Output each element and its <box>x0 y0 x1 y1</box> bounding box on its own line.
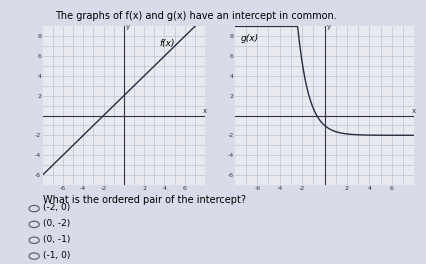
Text: y: y <box>326 24 330 30</box>
Text: (-2, 0): (-2, 0) <box>43 203 70 212</box>
Text: (-1, 0): (-1, 0) <box>43 251 70 260</box>
Text: y: y <box>126 24 130 30</box>
Text: x: x <box>411 107 415 114</box>
Text: (0, -2): (0, -2) <box>43 219 70 228</box>
Text: (0, -1): (0, -1) <box>43 235 70 244</box>
Text: The graphs of f(x) and g(x) have an intercept in common.: The graphs of f(x) and g(x) have an inte… <box>55 11 337 21</box>
Text: g(x): g(x) <box>240 34 258 43</box>
Text: x: x <box>202 107 207 114</box>
Text: What is the ordered pair of the intercept?: What is the ordered pair of the intercep… <box>43 195 245 205</box>
Text: f(x): f(x) <box>159 39 174 48</box>
